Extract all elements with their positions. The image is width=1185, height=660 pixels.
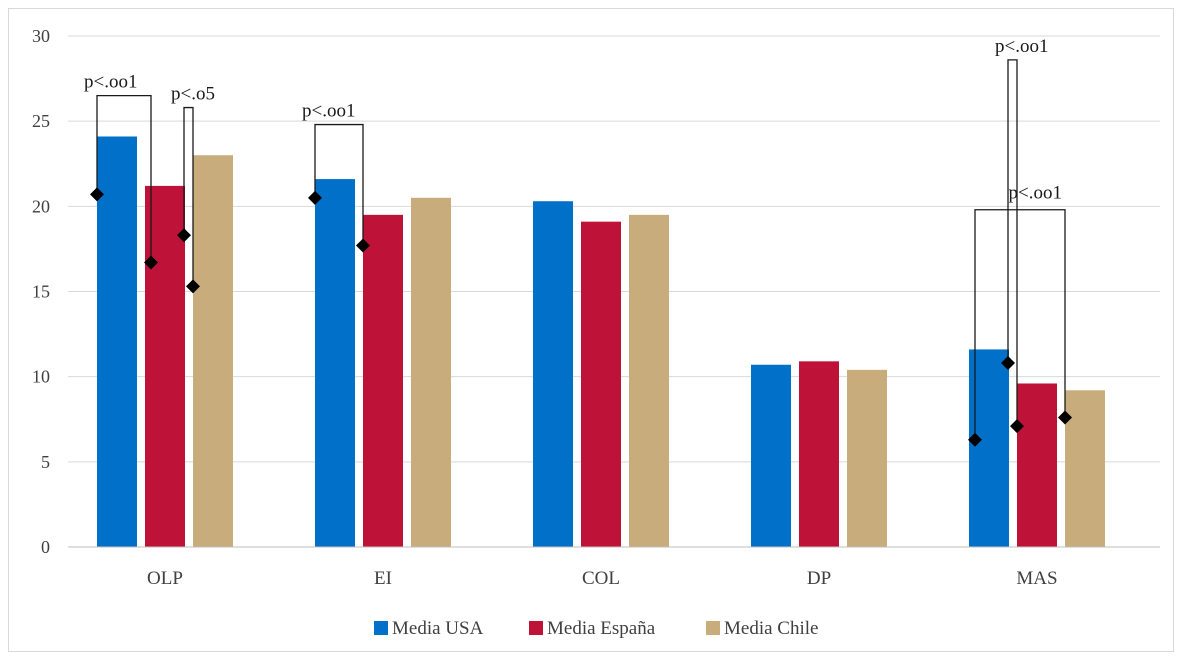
x-tick-label: OLP	[147, 568, 183, 589]
x-tick-label: EI	[374, 568, 392, 589]
diamond-marker	[186, 279, 200, 294]
diamond-marker	[1058, 410, 1072, 425]
significance-annotations: p<.oo1 p<.o5 p<.oo1 p<.oo1 p<.oo1	[84, 36, 1066, 440]
bar	[847, 369, 887, 547]
x-tick-label: DP	[807, 568, 831, 589]
y-axis-ticks: 0 5 10 15 20 25 30	[32, 26, 50, 557]
legend-label: Media España	[547, 618, 656, 639]
y-tick-label: 5	[41, 452, 50, 472]
y-tick-label: 20	[32, 196, 50, 216]
legend-swatch	[706, 621, 720, 635]
significance-bracket	[183, 106, 194, 287]
legend: Media USA Media España Media Chile	[374, 618, 818, 639]
bar	[799, 361, 839, 547]
markers	[90, 187, 1072, 447]
bar	[533, 201, 573, 547]
significance-bracket	[1007, 59, 1018, 427]
diamond-marker	[308, 190, 322, 205]
bar	[145, 185, 185, 548]
diamond-marker	[177, 228, 191, 243]
bar	[751, 364, 791, 547]
bar	[193, 155, 233, 547]
bar	[315, 179, 355, 547]
bar	[581, 221, 621, 547]
legend-swatch	[374, 621, 388, 635]
significance-bracket	[314, 123, 364, 246]
significance-label: p<.oo1	[84, 72, 137, 93]
significance-bracket	[974, 209, 1066, 440]
legend-swatch	[529, 621, 543, 635]
diamond-marker	[144, 255, 158, 270]
diamond-marker	[968, 432, 982, 447]
diamond-marker	[356, 238, 370, 253]
significance-label: p<.oo1	[302, 101, 355, 122]
significance-label: p<.oo1	[995, 36, 1048, 57]
y-tick-label: 15	[32, 282, 50, 302]
x-tick-label: MAS	[1016, 568, 1057, 589]
diamond-marker	[1010, 419, 1024, 434]
x-tick-label: COL	[582, 568, 620, 589]
bar	[969, 349, 1009, 547]
bar	[629, 214, 669, 547]
y-tick-label: 0	[41, 537, 50, 557]
bar	[1065, 390, 1105, 547]
x-axis-ticks: OLP EI COL DP MAS	[147, 568, 1058, 589]
significance-bracket	[96, 94, 152, 263]
diamond-marker	[1001, 356, 1015, 371]
bar	[97, 136, 137, 547]
bar	[363, 214, 403, 547]
legend-label: Media Chile	[724, 618, 818, 639]
y-tick-label: 25	[32, 111, 50, 131]
bar	[1017, 383, 1057, 547]
significance-label: p<.oo1	[1009, 183, 1062, 204]
legend-label: Media USA	[392, 618, 484, 639]
y-tick-label: 30	[32, 26, 50, 46]
bars	[97, 136, 1105, 548]
bar	[411, 197, 451, 548]
diamond-marker	[90, 187, 104, 202]
significance-label: p<.o5	[171, 84, 215, 105]
y-tick-label: 10	[32, 367, 50, 387]
